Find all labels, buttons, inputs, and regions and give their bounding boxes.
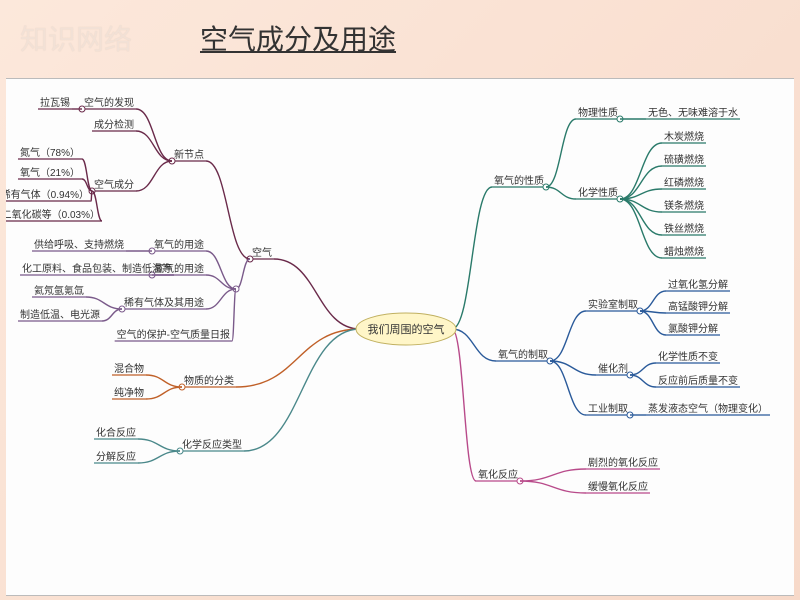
node-text: 化工原料、食品包装、制造低温等 [22,262,172,275]
node-text: 蒸发液态空气（物理变化） [648,402,768,415]
node-text: 氦氖氩氪氙 [34,284,84,297]
node-text: 无色、无味难溶于水 [648,106,738,119]
header: 知识网络 空气成分及用途 [0,10,800,70]
node-text: 实验室制取 [588,298,638,311]
node-text: 分解反应 [96,450,136,463]
node-text: 供给呼吸、支持燃烧 [34,238,124,251]
center-label: 我们周围的空气 [368,322,445,336]
node-text: 拉瓦锡 [40,96,70,109]
node-text: 木炭燃烧 [664,130,704,143]
node-text: 稀有气体及其用途 [124,296,204,309]
node-text: 蜡烛燃烧 [664,245,704,258]
node-text: 稀有气体（0.94%） [6,188,89,201]
node-text: 镁条燃烧 [664,199,704,212]
node-text: 氧气的制取 [498,348,548,361]
node-text: 混合物 [114,362,144,375]
node-text: 过氧化氢分解 [668,278,728,291]
node-text: 铁丝燃烧 [664,222,704,235]
node-text: 硫磺燃烧 [664,153,704,166]
mindmap-canvas: 空气 新节点 空气的发现 拉瓦锡成分检测空气成分 氮气（78%） 氧气（21%） 稀有气体（… [6,78,794,596]
node-text: 纯净物 [114,386,144,399]
node-text: 空气的发现 [84,96,134,109]
node-text: 缓慢氧化反应 [588,480,648,493]
mindmap-svg: 空气 新节点 空气的发现 拉瓦锡成分检测空气成分 氮气（78%） 氧气（21%） 稀有气体（… [6,79,794,595]
node-text: 工业制取 [588,402,628,415]
node-text: 空气成分 [94,178,134,191]
node-text: 空气的保护-空气质量日报 [117,328,230,341]
node-text: 化合反应 [96,426,136,439]
node-text: 化学反应类型 [182,438,242,451]
node-text: 高锰酸钾分解 [668,300,728,313]
node-text: 物理性质 [578,106,618,119]
node-text: 制造低温、电光源 [20,308,100,321]
header-subtitle: 知识网络 [20,18,132,58]
node-text: 新节点 [174,148,204,161]
node-text: 氯酸钾分解 [668,322,718,335]
node-text: 氧气（21%） [20,166,80,179]
node-text: 化学性质 [578,186,618,199]
node-text: 氮气（78%） [20,146,80,159]
node-text: 红磷燃烧 [664,176,704,189]
node-text: 空气 [252,246,272,259]
node-text: 剧烈的氧化反应 [588,456,658,469]
node-text: 化学性质不变 [658,350,718,363]
node-text: 二氧化碳等（0.03%） [6,208,100,221]
node-text: 物质的分类 [184,374,234,387]
node-text: 氧化反应 [478,468,518,481]
node-text: 催化剂 [598,362,628,375]
node-text: 反应前后质量不变 [658,374,738,387]
node-text: 成分检测 [94,118,134,131]
header-title: 空气成分及用途 [200,18,396,58]
node-text: 氧气的用途 [154,238,204,251]
node-text: 氧气的性质 [494,174,544,187]
